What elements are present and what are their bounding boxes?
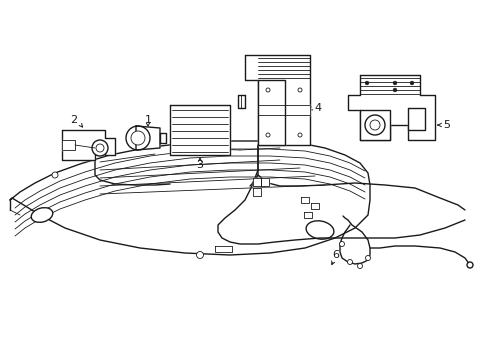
Circle shape [297, 88, 302, 92]
Polygon shape [170, 105, 229, 155]
Text: 2: 2 [70, 115, 78, 125]
Circle shape [96, 144, 104, 152]
Polygon shape [407, 108, 424, 130]
Circle shape [357, 264, 362, 269]
Text: 1: 1 [144, 115, 151, 125]
Circle shape [297, 133, 302, 137]
Circle shape [92, 140, 108, 156]
Circle shape [265, 133, 269, 137]
Circle shape [369, 120, 379, 130]
Circle shape [131, 131, 145, 145]
Circle shape [265, 88, 269, 92]
Polygon shape [258, 80, 285, 145]
Polygon shape [252, 188, 261, 196]
Polygon shape [258, 105, 309, 115]
Polygon shape [215, 246, 231, 252]
Circle shape [392, 81, 396, 85]
Text: 5: 5 [443, 120, 449, 130]
Circle shape [365, 256, 370, 261]
Polygon shape [359, 110, 389, 140]
Ellipse shape [31, 208, 53, 222]
Polygon shape [160, 133, 165, 143]
Polygon shape [252, 178, 261, 186]
Polygon shape [10, 141, 369, 255]
Circle shape [196, 252, 203, 258]
Circle shape [365, 81, 368, 85]
Polygon shape [261, 178, 268, 186]
Polygon shape [136, 126, 160, 150]
Circle shape [339, 242, 344, 247]
Circle shape [392, 88, 396, 92]
Polygon shape [244, 55, 309, 145]
Ellipse shape [305, 221, 333, 239]
Polygon shape [301, 197, 308, 203]
Text: 6: 6 [332, 250, 339, 260]
Circle shape [126, 126, 150, 150]
Circle shape [52, 172, 58, 178]
Circle shape [364, 115, 384, 135]
Polygon shape [62, 130, 115, 160]
Polygon shape [304, 212, 311, 218]
Polygon shape [62, 140, 75, 150]
Polygon shape [238, 95, 244, 108]
Circle shape [347, 260, 352, 265]
Text: 3: 3 [196, 160, 203, 170]
Polygon shape [347, 75, 434, 140]
Circle shape [466, 262, 472, 268]
Text: 4: 4 [314, 103, 321, 113]
Polygon shape [310, 203, 318, 209]
Circle shape [409, 81, 413, 85]
